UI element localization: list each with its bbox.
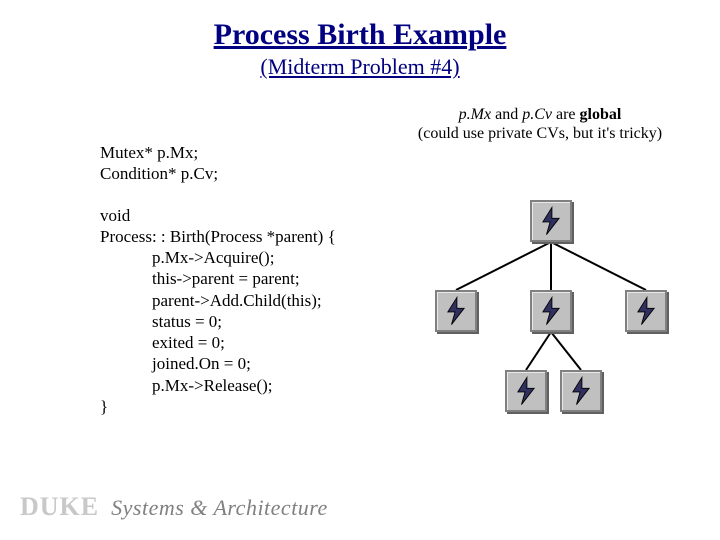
global-note: p.Mx and p.Cv are global (could use priv… <box>400 105 680 143</box>
code-line: Process: : Birth(Process *parent) { <box>100 226 390 247</box>
code-line: p.Mx->Release(); <box>100 375 390 396</box>
footer-duke: DUKE <box>20 492 99 521</box>
code-line: status = 0; <box>100 311 390 332</box>
page-subtitle: (Midterm Problem #4) <box>0 54 720 80</box>
code-line: } <box>100 396 390 417</box>
page-title: Process Birth Example <box>0 0 720 52</box>
tree-node <box>505 370 547 412</box>
process-tree-diagram <box>435 200 665 420</box>
footer: DUKE Systems & Architecture <box>20 492 328 522</box>
code-line: parent->Add.Child(this); <box>100 290 390 311</box>
code-line: void <box>100 205 390 226</box>
footer-systems: Systems & Architecture <box>111 495 328 520</box>
code-line: joined.On = 0; <box>100 353 390 374</box>
code-block: Mutex* p.Mx; Condition* p.Cv; void Proce… <box>100 130 390 417</box>
tree-node <box>625 290 667 332</box>
code-line: Condition* p.Cv; <box>100 163 390 184</box>
code-line: p.Mx->Acquire(); <box>100 247 390 268</box>
note-line-1: p.Mx and p.Cv are global <box>400 105 680 124</box>
tree-node <box>530 290 572 332</box>
tree-node <box>530 200 572 242</box>
tree-node <box>435 290 477 332</box>
tree-node <box>560 370 602 412</box>
code-line: this->parent = parent; <box>100 268 390 289</box>
code-line: exited = 0; <box>100 332 390 353</box>
note-line-2: (could use private CVs, but it's tricky) <box>400 124 680 143</box>
code-line: Mutex* p.Mx; <box>100 142 390 163</box>
